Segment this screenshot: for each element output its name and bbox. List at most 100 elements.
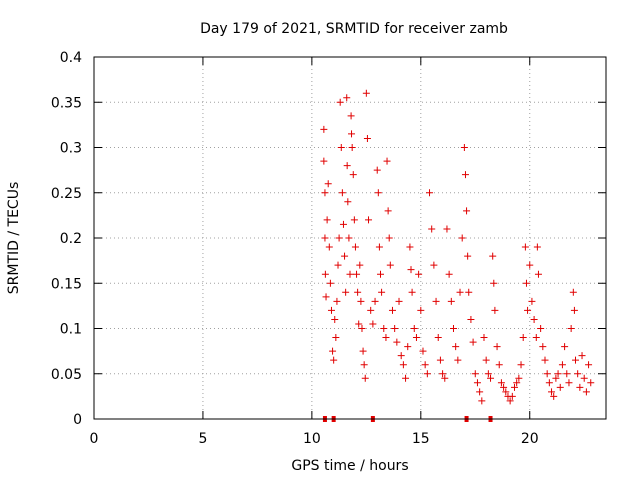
data-point: [430, 261, 438, 269]
data-point: [556, 383, 564, 391]
data-point: [522, 279, 530, 287]
data-point: [325, 243, 333, 251]
x-tick-labels: 0 5 10 15 20: [90, 431, 539, 447]
data-point: [441, 374, 449, 382]
data-point: [346, 270, 354, 278]
data-point: [447, 297, 455, 305]
data-point: [495, 361, 503, 369]
data-point: [478, 397, 486, 405]
data-point: [412, 334, 420, 342]
data-point: [570, 306, 578, 314]
data-point: [421, 361, 429, 369]
data-point: [339, 220, 347, 228]
data-point: [574, 370, 582, 378]
data-point: [410, 325, 418, 332]
data-point: [395, 297, 403, 305]
data-point: [558, 361, 566, 369]
y-tick-label: 0.05: [51, 367, 82, 383]
data-point: [353, 270, 361, 278]
data-point: [491, 306, 499, 314]
data-point: [391, 325, 399, 332]
data-point: [464, 252, 472, 260]
data-point: [348, 144, 356, 151]
data-point: [417, 306, 425, 314]
data-point: [490, 279, 498, 287]
data-point: [533, 243, 541, 251]
data-point: [545, 379, 553, 387]
data-point: [321, 270, 329, 278]
data-point: [554, 370, 562, 378]
y-tick-label: 0.1: [60, 322, 82, 338]
data-point: [406, 243, 414, 251]
x-axis-label: GPS time / hours: [291, 458, 408, 474]
data-point: [497, 379, 505, 387]
data-point: [439, 370, 447, 378]
x-tick-label: 10: [303, 431, 321, 447]
data-point: [550, 392, 558, 400]
data-point: [361, 374, 369, 382]
data-point: [467, 315, 475, 323]
data-point: [393, 338, 401, 346]
data-point: [348, 130, 356, 138]
data-point: [349, 171, 357, 179]
data-points: [320, 89, 595, 405]
y-tick-label: 0.15: [51, 276, 82, 292]
data-point: [567, 325, 575, 332]
data-point: [428, 225, 436, 233]
data-point: [480, 334, 488, 342]
data-point: [469, 338, 477, 346]
data-point: [342, 288, 350, 296]
data-point: [356, 261, 364, 269]
data-point: [382, 334, 390, 342]
data-point: [465, 288, 473, 296]
data-point: [386, 261, 394, 269]
plot-frame: [93, 56, 607, 420]
data-point: [357, 297, 365, 305]
data-point: [454, 356, 462, 364]
data-point: [358, 325, 366, 332]
data-point: [461, 171, 469, 179]
data-point: [354, 288, 362, 296]
data-point: [534, 270, 542, 278]
data-point: [587, 379, 595, 387]
data-point: [378, 288, 386, 296]
data-point: [552, 374, 560, 382]
data-point: [537, 325, 545, 332]
data-point: [321, 234, 329, 242]
x-tick-label: 20: [521, 431, 539, 447]
data-point: [399, 361, 407, 369]
data-point: [343, 94, 351, 102]
data-point: [426, 189, 434, 197]
chart-title: Day 179 of 2021, SRMTID for receiver zam…: [200, 21, 508, 37]
data-point: [443, 225, 451, 233]
data-point: [367, 306, 375, 314]
data-point: [334, 261, 342, 269]
data-point: [383, 157, 391, 165]
data-point: [563, 370, 571, 378]
data-point: [436, 356, 444, 364]
data-point: [471, 370, 479, 378]
data-point: [384, 207, 392, 215]
data-point: [565, 379, 573, 387]
data-point: [365, 216, 373, 224]
data-point: [526, 261, 534, 269]
y-tick-label: 0.35: [51, 95, 82, 111]
data-point: [434, 334, 442, 342]
data-point: [337, 144, 345, 151]
data-point: [369, 320, 377, 328]
data-point: [487, 374, 495, 382]
data-point: [419, 347, 427, 355]
data-point: [580, 374, 588, 382]
data-point: [528, 297, 536, 305]
data-point: [380, 325, 388, 332]
data-point: [456, 288, 464, 296]
data-point: [519, 334, 527, 342]
data-point: [343, 162, 351, 170]
data-point: [371, 297, 379, 305]
data-point: [322, 293, 330, 301]
data-point: [502, 388, 510, 396]
data-point: [347, 112, 355, 120]
data-point: [423, 370, 431, 378]
data-point: [330, 356, 338, 364]
